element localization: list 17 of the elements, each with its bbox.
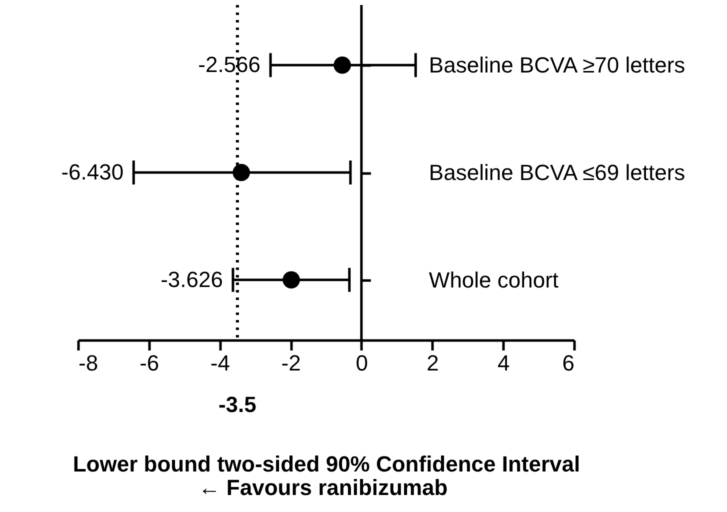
- text: ← Favours ranibizumab: [198, 475, 448, 500]
- x-tick-label: -6: [140, 350, 160, 376]
- x-tick-label: 0: [356, 350, 368, 376]
- x-axis-title: Lower bound two-sided 90% Confidence Interval: [72, 452, 580, 476]
- x-tick-label: -4: [210, 350, 230, 376]
- y-tick-label: Baseline BCVA ≤69 letters: [428, 160, 686, 185]
- x-tick-label: -2: [281, 350, 301, 376]
- annotation: -2.566: [198, 52, 261, 78]
- x-tick-label: 4: [498, 350, 510, 376]
- y-tick-label: Whole cohort: [428, 267, 559, 292]
- x-tick-label: 2: [426, 350, 439, 376]
- x-tick-label: -8: [78, 350, 98, 376]
- x-tick-label: 6: [562, 350, 574, 376]
- annotation: -6.430: [61, 160, 124, 184]
- y-tick-label: Baseline BCVA ≥70 letters: [428, 52, 686, 78]
- ref-line-label: -3.5: [218, 392, 256, 417]
- annotation: -3.626: [160, 266, 223, 292]
